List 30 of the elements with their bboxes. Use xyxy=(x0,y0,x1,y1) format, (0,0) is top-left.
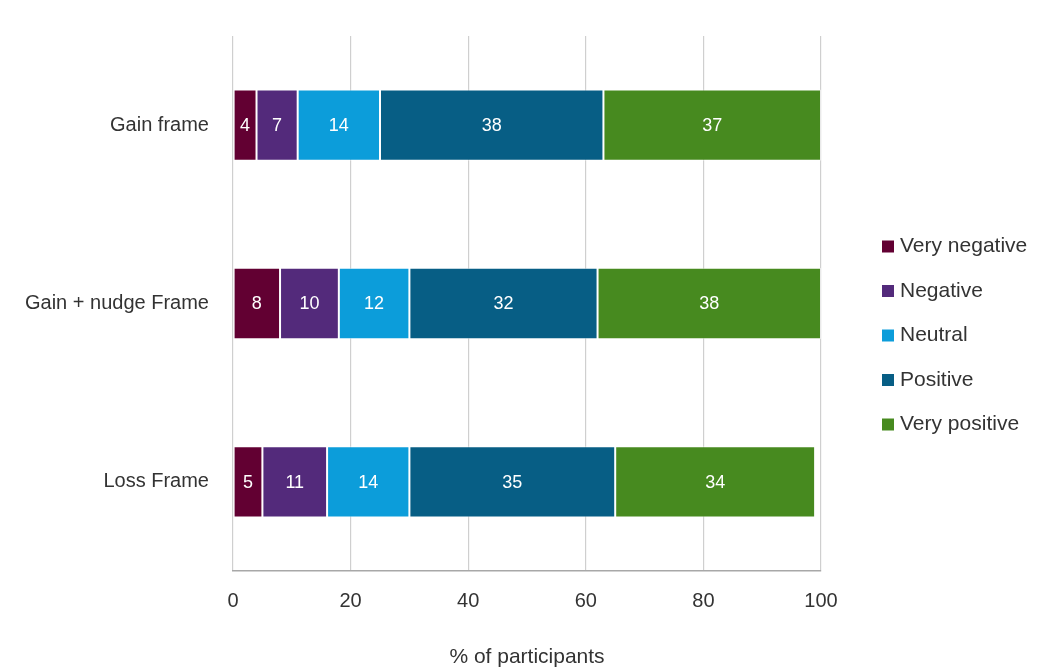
x-tick-label: 20 xyxy=(339,588,362,611)
legend-label: Very negative xyxy=(900,233,1028,257)
data-label: 10 xyxy=(299,293,320,314)
data-label: 11 xyxy=(285,471,305,492)
data-label: 14 xyxy=(358,471,379,492)
data-label: 34 xyxy=(705,471,726,492)
legend-label: Negative xyxy=(900,277,983,301)
data-label: 5 xyxy=(242,471,254,492)
x-tick-label: 100 xyxy=(804,588,838,611)
data-label: 32 xyxy=(493,293,514,314)
data-label: 8 xyxy=(251,293,262,314)
legend-label: Very positive xyxy=(900,411,1020,435)
data-label: 37 xyxy=(702,115,723,136)
x-axis-title: % of participants xyxy=(449,644,605,668)
x-tick-label: 80 xyxy=(692,588,715,611)
legend-label: Positive xyxy=(900,366,974,390)
data-label: 14 xyxy=(328,115,349,136)
x-tick-label: 60 xyxy=(574,588,597,611)
data-label: 38 xyxy=(481,115,502,136)
data-label: 4 xyxy=(240,115,251,136)
data-label: 7 xyxy=(272,115,283,136)
legend-label: Neutral xyxy=(900,322,968,346)
data-label: 38 xyxy=(699,293,720,314)
data-label: 12 xyxy=(364,293,385,314)
x-tick-label: 0 xyxy=(227,588,239,611)
y-tick-label: Loss Frame xyxy=(103,469,209,492)
data-label: 35 xyxy=(502,471,523,492)
y-tick-label: Gain + nudge Frame xyxy=(25,291,209,314)
x-tick-label: 40 xyxy=(457,588,480,611)
y-tick-label: Gain frame xyxy=(110,112,209,135)
